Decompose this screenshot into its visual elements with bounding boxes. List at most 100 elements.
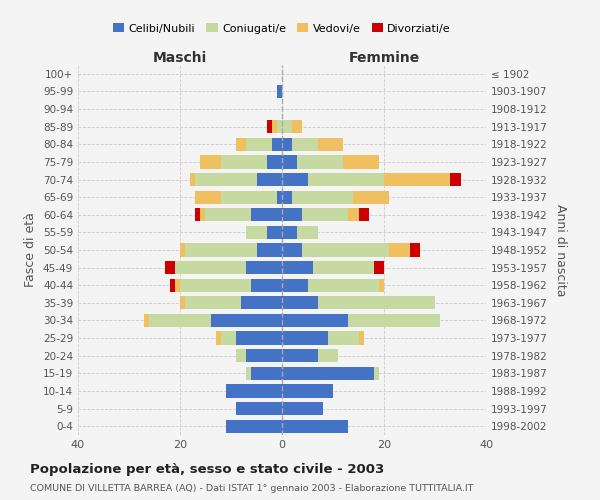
Bar <box>246 226 266 239</box>
Bar <box>226 384 282 398</box>
Bar <box>277 190 282 204</box>
Bar <box>384 173 450 186</box>
Bar <box>246 261 282 274</box>
Bar <box>170 278 175 292</box>
Bar <box>200 208 205 222</box>
Bar <box>282 261 313 274</box>
Bar <box>298 226 318 239</box>
Bar <box>144 314 149 327</box>
Bar <box>282 226 298 239</box>
Bar <box>282 314 348 327</box>
Bar <box>251 278 282 292</box>
Bar <box>328 332 359 344</box>
Bar <box>266 226 282 239</box>
Y-axis label: Anni di nascita: Anni di nascita <box>554 204 567 296</box>
Bar <box>318 296 435 310</box>
Bar <box>277 120 282 134</box>
Bar <box>246 349 282 362</box>
Bar <box>236 138 246 151</box>
Bar <box>282 402 323 415</box>
Bar <box>246 366 251 380</box>
Text: Femmine: Femmine <box>349 51 419 65</box>
Bar <box>359 208 368 222</box>
Bar <box>451 173 461 186</box>
Bar <box>236 349 246 362</box>
Bar <box>302 244 389 256</box>
Bar <box>282 173 308 186</box>
Bar <box>359 332 364 344</box>
Bar <box>379 278 384 292</box>
Bar <box>302 208 348 222</box>
Bar <box>180 278 251 292</box>
Bar <box>298 156 343 168</box>
Bar <box>226 420 282 433</box>
Bar <box>196 173 257 186</box>
Bar <box>196 190 221 204</box>
Bar <box>282 244 302 256</box>
Bar <box>348 208 359 222</box>
Bar <box>190 173 196 186</box>
Bar <box>308 278 379 292</box>
Bar <box>348 314 440 327</box>
Bar <box>221 156 266 168</box>
Y-axis label: Fasce di età: Fasce di età <box>25 212 37 288</box>
Bar <box>282 349 318 362</box>
Bar <box>247 138 272 151</box>
Bar <box>282 208 302 222</box>
Bar <box>277 85 282 98</box>
Bar <box>200 156 221 168</box>
Bar <box>185 244 257 256</box>
Bar <box>236 332 282 344</box>
Bar <box>266 156 282 168</box>
Text: COMUNE DI VILLETTA BARREA (AQ) - Dati ISTAT 1° gennaio 2003 - Elaborazione TUTTI: COMUNE DI VILLETTA BARREA (AQ) - Dati IS… <box>30 484 473 493</box>
Bar <box>185 296 241 310</box>
Bar <box>180 296 185 310</box>
Bar <box>353 190 389 204</box>
Bar <box>282 384 333 398</box>
Bar <box>236 402 282 415</box>
Bar <box>374 261 384 274</box>
Bar <box>216 332 221 344</box>
Bar <box>221 190 277 204</box>
Bar <box>211 314 282 327</box>
Bar <box>205 208 251 222</box>
Bar <box>164 261 175 274</box>
Bar <box>257 173 282 186</box>
Bar <box>251 208 282 222</box>
Bar <box>313 261 374 274</box>
Bar <box>282 156 298 168</box>
Bar <box>409 244 420 256</box>
Text: Popolazione per età, sesso e stato civile - 2003: Popolazione per età, sesso e stato civil… <box>30 462 384 475</box>
Bar <box>282 296 318 310</box>
Bar <box>389 244 409 256</box>
Bar <box>292 190 353 204</box>
Bar <box>343 156 379 168</box>
Bar <box>282 332 328 344</box>
Bar <box>318 138 343 151</box>
Bar <box>292 120 302 134</box>
Bar <box>292 138 318 151</box>
Bar <box>282 190 292 204</box>
Bar <box>241 296 282 310</box>
Bar <box>272 138 282 151</box>
Bar <box>374 366 379 380</box>
Bar <box>308 173 384 186</box>
Bar <box>175 261 246 274</box>
Bar <box>175 278 180 292</box>
Bar <box>221 332 236 344</box>
Bar <box>318 349 338 362</box>
Bar <box>282 138 292 151</box>
Bar <box>282 278 308 292</box>
Bar <box>149 314 211 327</box>
Bar <box>282 420 348 433</box>
Legend: Celibi/Nubili, Coniugati/e, Vedovi/e, Divorziati/e: Celibi/Nubili, Coniugati/e, Vedovi/e, Di… <box>109 19 455 38</box>
Bar <box>266 120 272 134</box>
Bar <box>282 366 374 380</box>
Bar <box>180 244 185 256</box>
Bar <box>196 208 200 222</box>
Bar <box>272 120 277 134</box>
Text: Maschi: Maschi <box>153 51 207 65</box>
Bar <box>251 366 282 380</box>
Bar <box>257 244 282 256</box>
Bar <box>282 120 292 134</box>
